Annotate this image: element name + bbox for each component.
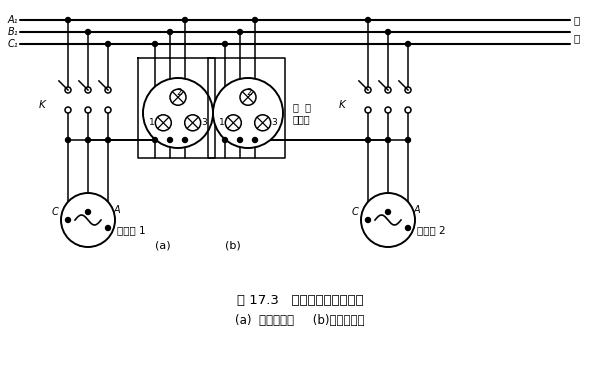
- Circle shape: [406, 41, 410, 47]
- Circle shape: [65, 107, 71, 113]
- Circle shape: [143, 78, 213, 148]
- Circle shape: [386, 209, 391, 215]
- Circle shape: [152, 138, 157, 142]
- Text: 发电机 2: 发电机 2: [417, 225, 446, 235]
- Text: 2: 2: [176, 88, 182, 97]
- Circle shape: [65, 17, 71, 23]
- Text: A₁: A₁: [7, 15, 18, 25]
- Circle shape: [385, 107, 391, 113]
- Circle shape: [253, 17, 257, 23]
- Circle shape: [106, 225, 110, 231]
- Circle shape: [213, 78, 283, 148]
- Circle shape: [105, 87, 111, 93]
- Circle shape: [105, 107, 111, 113]
- Circle shape: [405, 107, 411, 113]
- Text: 指示灯: 指示灯: [293, 114, 311, 124]
- Text: A: A: [114, 205, 121, 215]
- Circle shape: [254, 115, 271, 131]
- Circle shape: [406, 138, 410, 142]
- Text: 同  步: 同 步: [293, 102, 311, 112]
- Circle shape: [385, 87, 391, 93]
- Circle shape: [405, 87, 411, 93]
- Circle shape: [106, 138, 110, 142]
- Circle shape: [61, 193, 115, 247]
- Circle shape: [170, 89, 186, 105]
- Circle shape: [155, 115, 172, 131]
- Circle shape: [185, 115, 200, 131]
- Circle shape: [365, 17, 371, 23]
- Text: K: K: [38, 100, 45, 110]
- Text: K: K: [338, 100, 345, 110]
- Circle shape: [386, 138, 391, 142]
- Text: B: B: [379, 239, 385, 249]
- Text: 电: 电: [574, 15, 580, 25]
- Circle shape: [65, 87, 71, 93]
- Text: 同  步: 同 步: [223, 102, 241, 112]
- Circle shape: [167, 138, 173, 142]
- Text: 图 17.3   三相同步发电机整步: 图 17.3 三相同步发电机整步: [236, 293, 364, 306]
- Text: C: C: [51, 207, 58, 217]
- Circle shape: [182, 138, 187, 142]
- Circle shape: [223, 41, 227, 47]
- Circle shape: [253, 138, 257, 142]
- Text: C: C: [351, 207, 358, 217]
- Circle shape: [365, 138, 371, 142]
- Text: 指示灯: 指示灯: [223, 114, 241, 124]
- Circle shape: [65, 138, 71, 142]
- Circle shape: [226, 115, 241, 131]
- Circle shape: [167, 30, 173, 34]
- Text: 网: 网: [574, 33, 580, 43]
- Text: C₁: C₁: [7, 39, 18, 49]
- Text: 3: 3: [272, 118, 277, 127]
- Circle shape: [365, 218, 371, 222]
- Circle shape: [86, 30, 91, 34]
- Text: A: A: [414, 205, 421, 215]
- Circle shape: [238, 30, 242, 34]
- Circle shape: [85, 87, 91, 93]
- Text: B: B: [79, 239, 85, 249]
- Circle shape: [223, 138, 227, 142]
- Circle shape: [406, 225, 410, 231]
- Text: 1: 1: [218, 118, 224, 127]
- Circle shape: [106, 41, 110, 47]
- Circle shape: [238, 138, 242, 142]
- Circle shape: [86, 138, 91, 142]
- Text: (a): (a): [155, 240, 171, 250]
- Circle shape: [386, 30, 391, 34]
- Circle shape: [365, 87, 371, 93]
- Text: (a)  灯光明暗法     (b)灯光旋转法: (a) 灯光明暗法 (b)灯光旋转法: [235, 313, 365, 326]
- Circle shape: [86, 209, 91, 215]
- Circle shape: [152, 41, 157, 47]
- Text: 2: 2: [246, 88, 252, 97]
- Circle shape: [85, 107, 91, 113]
- Text: (b): (b): [225, 240, 241, 250]
- Circle shape: [65, 218, 71, 222]
- Text: B₁: B₁: [7, 27, 18, 37]
- Text: 发电机 1: 发电机 1: [117, 225, 146, 235]
- Text: 1: 1: [149, 118, 154, 127]
- Circle shape: [361, 193, 415, 247]
- Circle shape: [240, 89, 256, 105]
- Circle shape: [365, 107, 371, 113]
- Text: 3: 3: [202, 118, 208, 127]
- Circle shape: [182, 17, 187, 23]
